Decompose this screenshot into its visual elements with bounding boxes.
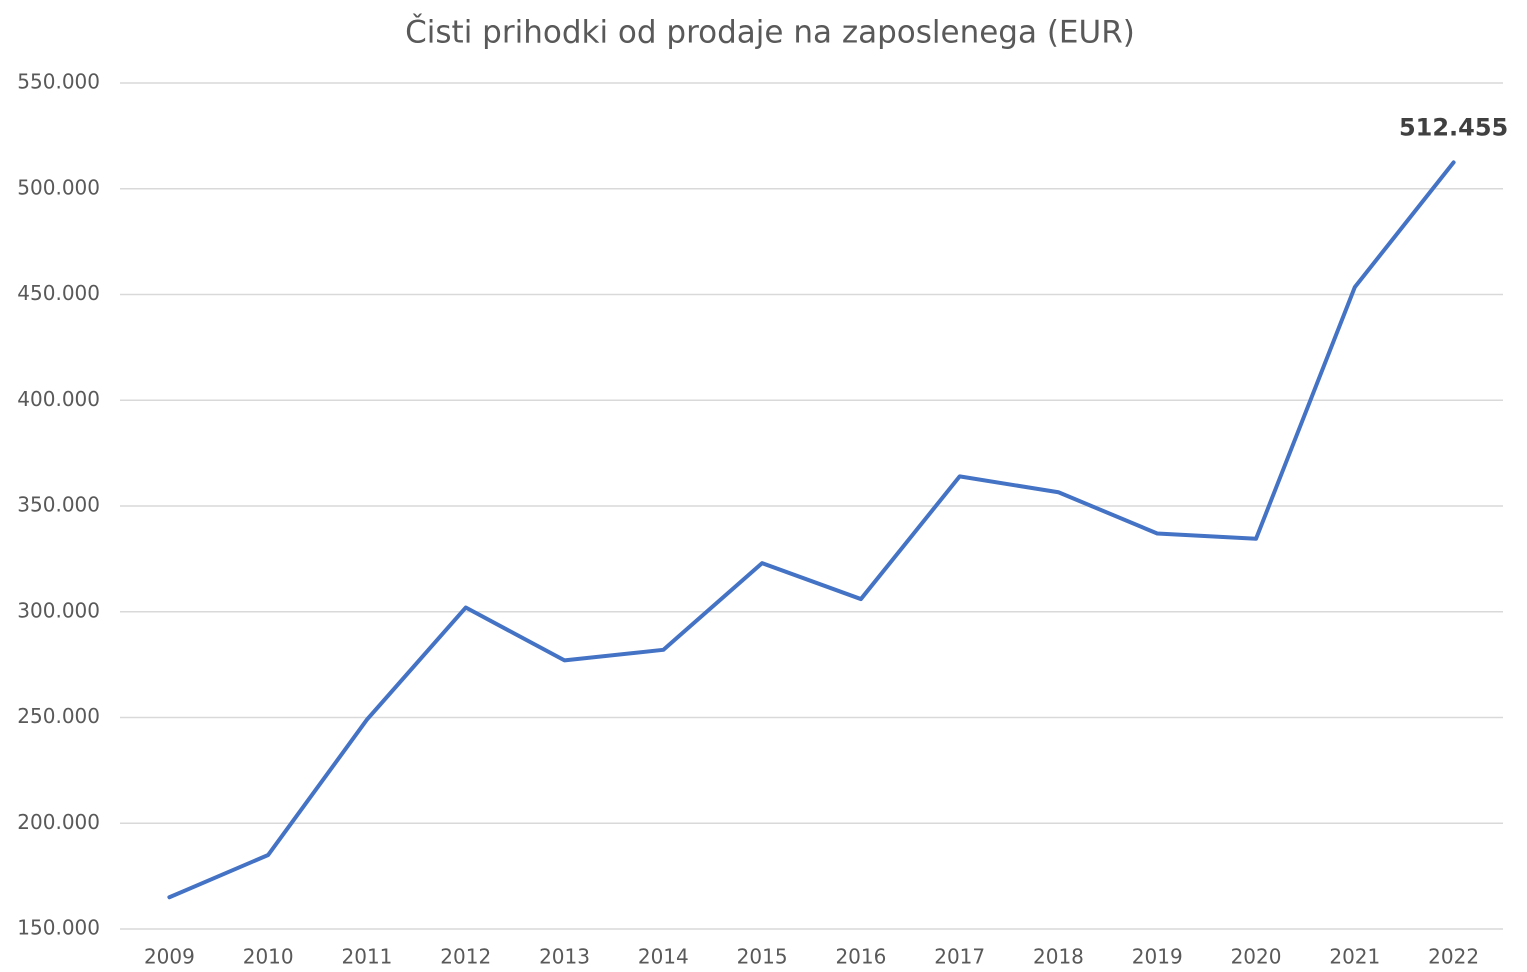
y-tick-label: 200.000	[17, 810, 100, 834]
x-tick-label: 2021	[1329, 945, 1380, 969]
x-tick-label: 2017	[934, 945, 985, 969]
x-tick-label: 2013	[539, 945, 590, 969]
y-tick-label: 500.000	[17, 175, 100, 199]
x-tick-label: 2015	[737, 945, 788, 969]
x-tick-label: 2019	[1132, 945, 1183, 969]
x-tick-label: 2016	[835, 945, 886, 969]
y-tick-label: 250.000	[17, 704, 100, 728]
x-tick-label: 2010	[243, 945, 294, 969]
y-tick-label: 300.000	[17, 598, 100, 622]
x-tick-label: 2020	[1231, 945, 1282, 969]
chart-title: Čisti prihodki od prodaje na zaposlenega…	[405, 14, 1135, 51]
x-tick-label: 2009	[144, 945, 195, 969]
y-tick-label: 350.000	[17, 493, 100, 517]
x-tick-label: 2018	[1033, 945, 1084, 969]
y-tick-label: 150.000	[17, 916, 100, 940]
y-tick-label: 450.000	[17, 281, 100, 305]
x-tick-label: 2011	[342, 945, 393, 969]
data-label: 512.455	[1399, 113, 1508, 141]
y-tick-label: 550.000	[17, 70, 100, 94]
y-tick-label: 400.000	[17, 387, 100, 411]
line-series	[167, 160, 1456, 900]
x-tick-label: 2014	[638, 945, 689, 969]
x-tick-label: 2022	[1428, 945, 1479, 969]
x-tick-label: 2012	[440, 945, 491, 969]
